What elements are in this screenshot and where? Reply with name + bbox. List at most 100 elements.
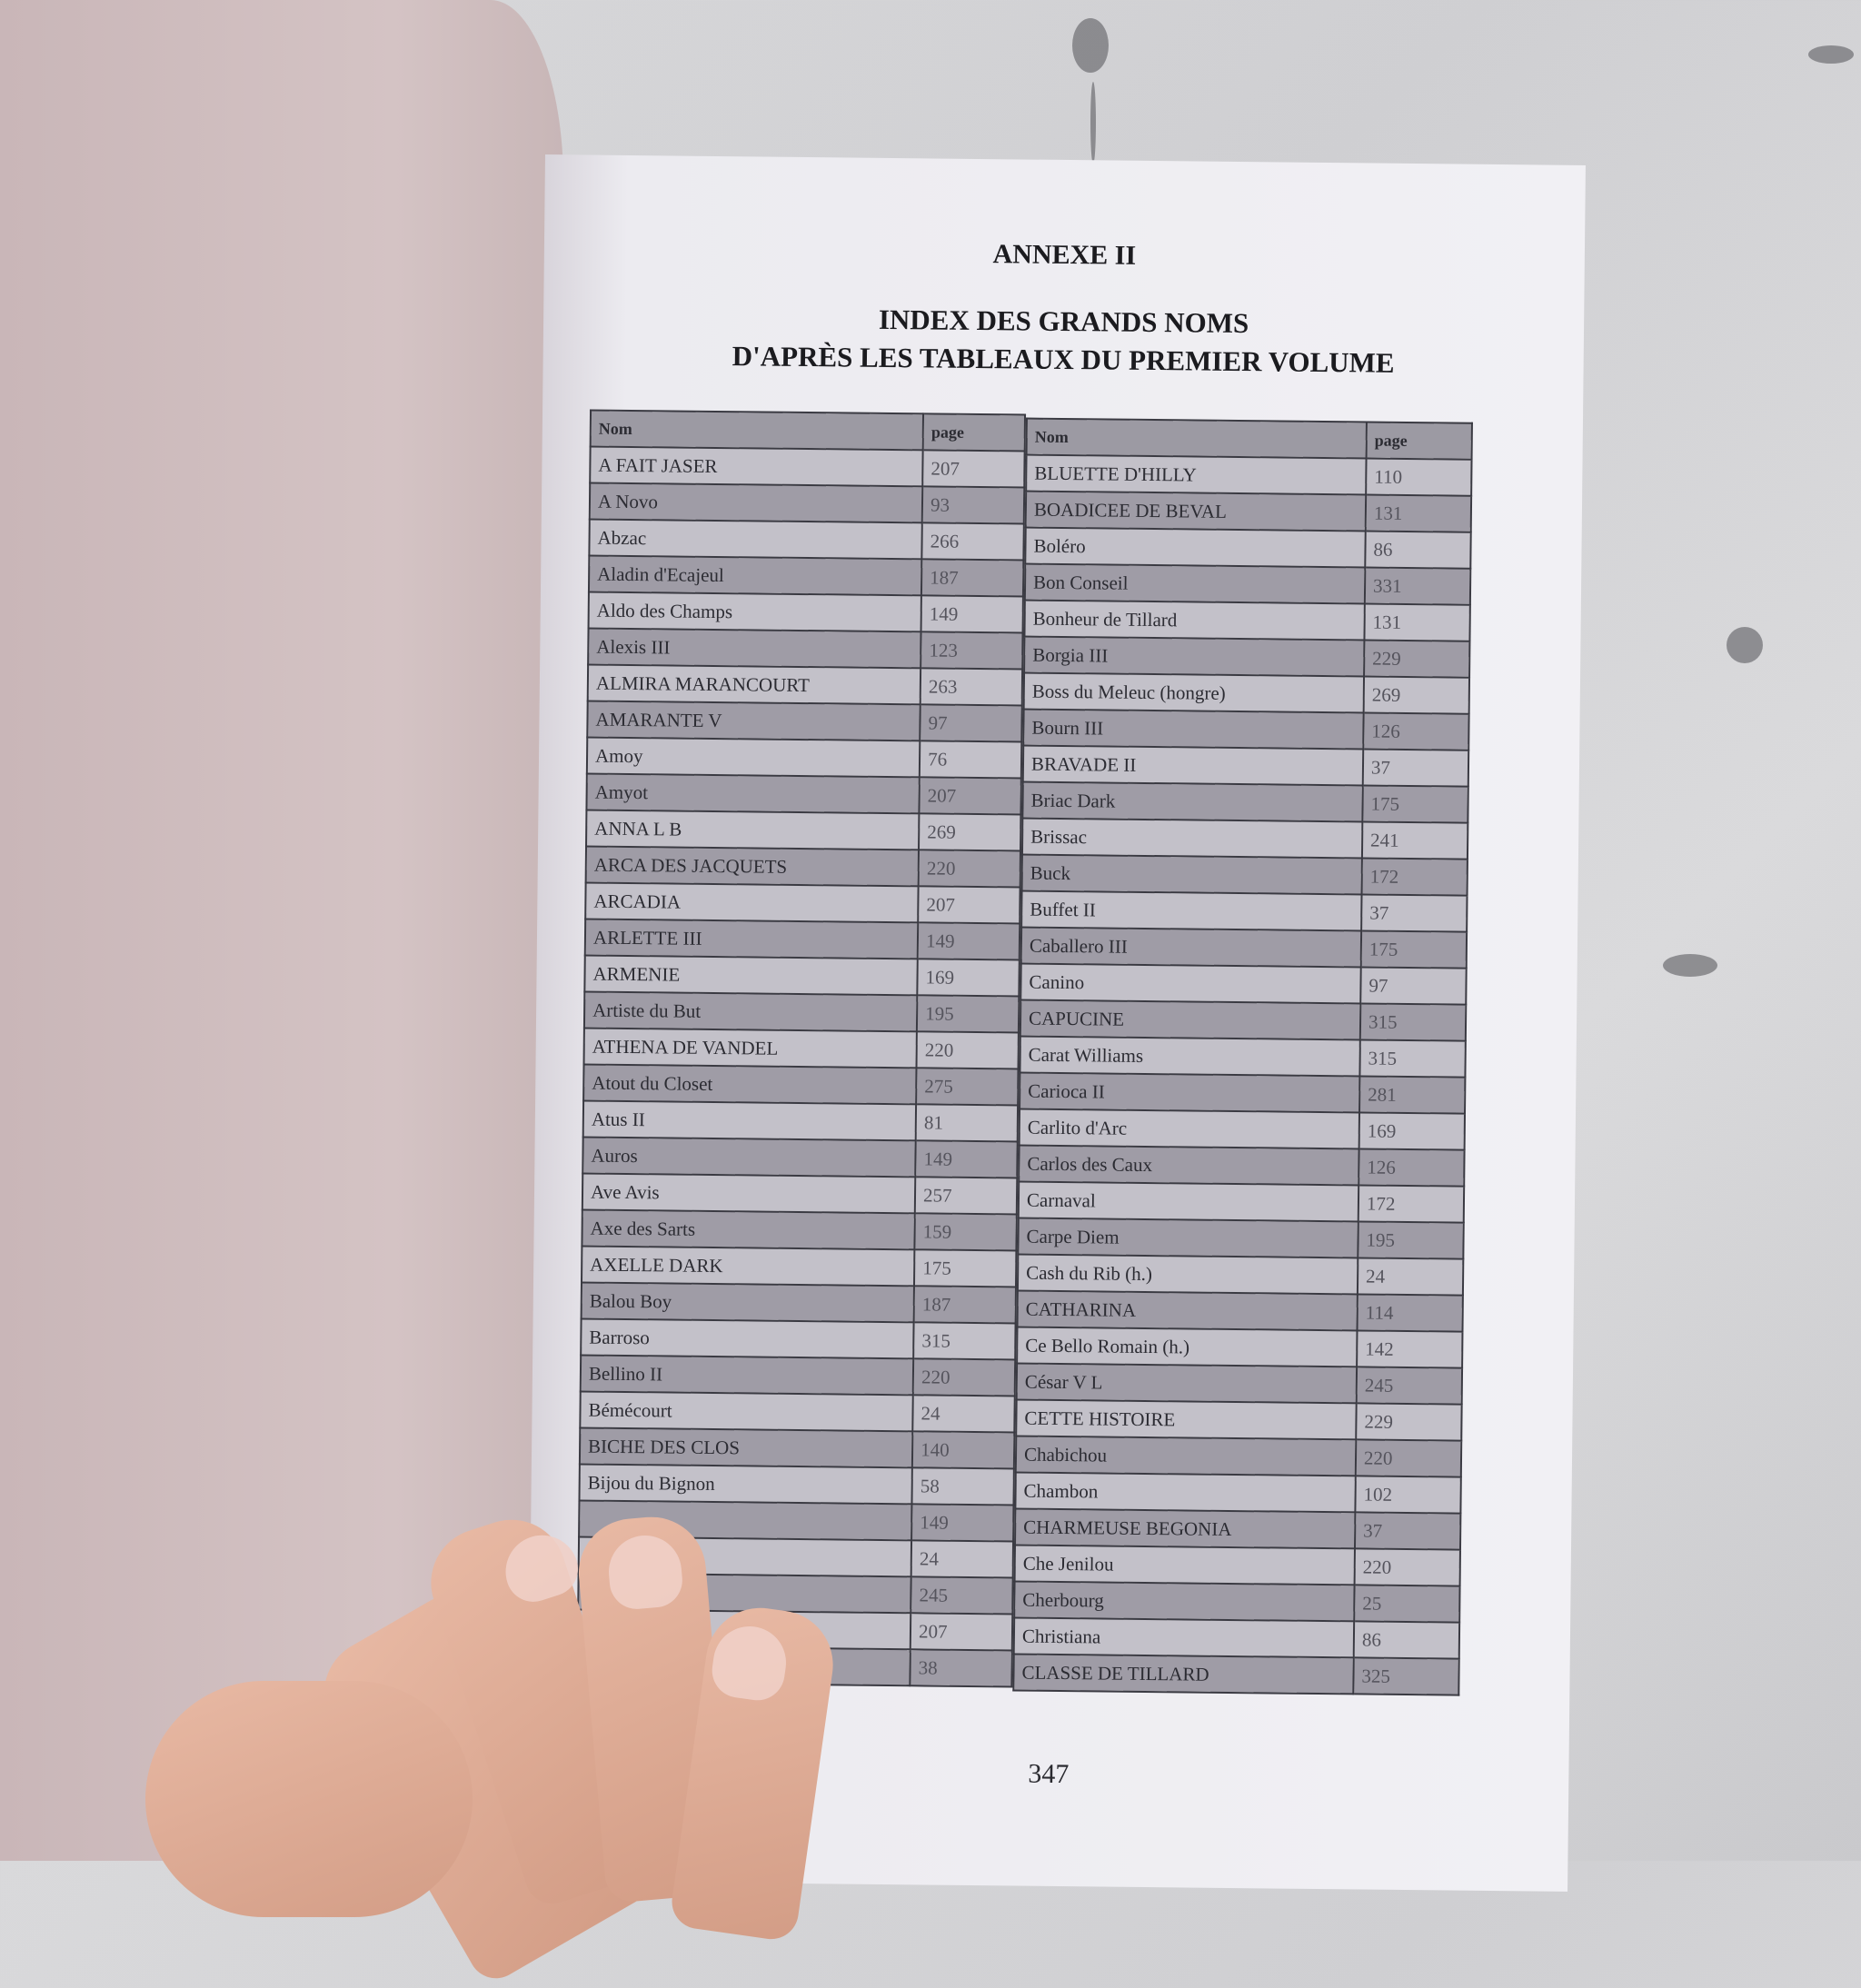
index-title-line-1: INDEX DES GRANDS NOMS: [878, 303, 1249, 340]
horse-name-cell: CETTE HISTOIRE: [1016, 1399, 1357, 1440]
page-ref-cell: 315: [1359, 1039, 1466, 1078]
horse-name-cell: ANNA L B: [586, 810, 920, 850]
horse-name-cell: Cash du Rib (h.): [1017, 1254, 1358, 1295]
page-ref-cell: 229: [1356, 1403, 1462, 1441]
horse-name-cell: Auros: [582, 1137, 916, 1178]
table-row: BRAVADE II 37: [1022, 745, 1469, 787]
index-title-line-2: D'APRÈS LES TABLEAUX DU PREMIER VOLUME: [731, 340, 1395, 379]
page-ref-cell: 220: [1354, 1548, 1460, 1586]
column-header-page: page: [922, 413, 1026, 452]
table-row: A Novo 93: [589, 482, 1025, 524]
horse-name-cell: Buck: [1021, 854, 1362, 895]
marble-vein: [1663, 954, 1717, 977]
page-ref-cell: 269: [1363, 676, 1470, 714]
column-header-name: Nom: [1026, 418, 1367, 459]
table-row: Bellino II 220: [580, 1355, 1016, 1397]
horse-name-cell: ARCA DES JACQUETS: [585, 846, 920, 887]
page-ref-cell: 93: [921, 486, 1025, 524]
horse-name-cell: AMARANTE V: [587, 701, 921, 741]
page-ref-cell: 207: [918, 886, 1020, 924]
horse-name-cell: CLASSE DE TILLARD: [1013, 1654, 1354, 1695]
page-ref-cell: 207: [922, 450, 1025, 488]
horse-name-cell: ATHENA DE VANDEL: [583, 1028, 918, 1069]
page-ref-cell: 114: [1357, 1294, 1463, 1332]
table-row: Christiana 86: [1013, 1617, 1460, 1659]
horse-name-cell: Carnaval: [1018, 1181, 1359, 1222]
horse-name-cell: Carat Williams: [1020, 1036, 1360, 1077]
horse-name-cell: Brissac: [1021, 818, 1363, 859]
horse-name-cell: Alexis III: [588, 628, 921, 669]
table-row: ATHENA DE VANDEL 220: [583, 1028, 1019, 1069]
page-ref-cell: 123: [921, 631, 1023, 670]
table-row: Carpe Diem 195: [1018, 1218, 1464, 1259]
page-ref-cell: 241: [1361, 821, 1468, 860]
table-row: Bijou du Bignon 58: [579, 1464, 1014, 1506]
page-ref-cell: 149: [915, 1140, 1018, 1178]
page-ref-cell: 187: [921, 559, 1024, 597]
page-ref-cell: 86: [1365, 531, 1471, 569]
horse-name-cell: Aladin d'Ecajeul: [588, 555, 922, 596]
table-row: Boss du Meleuc (hongre) 269: [1023, 672, 1470, 714]
page-ref-cell: 266: [921, 522, 1024, 561]
horse-name-cell: CHARMEUSE BEGONIA: [1015, 1508, 1356, 1549]
horse-name-cell: Carlos des Caux: [1019, 1145, 1359, 1186]
page-ref-cell: 37: [1361, 894, 1468, 932]
page-ref-cell: 195: [1358, 1221, 1464, 1259]
horse-name-cell: Ce Bello Romain (h.): [1017, 1327, 1358, 1367]
table-row: Cherbourg 25: [1014, 1581, 1460, 1623]
page-ref-cell: 76: [919, 741, 1022, 779]
page-ref-cell: 325: [1353, 1657, 1459, 1695]
marble-vein: [1072, 18, 1109, 73]
table-row: Carioca II 281: [1020, 1072, 1466, 1114]
column-header-page: page: [1366, 422, 1472, 460]
page-ref-cell: 149: [911, 1504, 1014, 1542]
horse-name-cell: Atout du Closet: [583, 1064, 917, 1105]
page-ref-cell: 110: [1366, 458, 1472, 496]
horse-name-cell: Che Jenilou: [1014, 1545, 1355, 1585]
table-row: ARMENIE 169: [584, 955, 1020, 997]
horse-name-cell: A Novo: [589, 482, 923, 523]
marble-vein: [1808, 45, 1854, 64]
table-row: Che Jenilou 220: [1014, 1545, 1460, 1586]
horse-name-cell: Amyot: [586, 773, 920, 814]
table-row: Aldo des Champs 149: [588, 591, 1023, 633]
table-row: Bonheur de Tillard 131: [1024, 600, 1470, 641]
table-row: Artiste du But 195: [583, 991, 1020, 1033]
page-ref-cell: 275: [916, 1068, 1019, 1106]
page-ref-cell: 126: [1363, 712, 1469, 750]
table-row: CAPUCINE 315: [1020, 999, 1467, 1041]
table-row: Aladin d'Ecajeul 187: [588, 555, 1024, 597]
page-ref-cell: 172: [1361, 858, 1468, 896]
page-ref-cell: 140: [911, 1431, 1015, 1469]
table-row: ARLETTE III 149: [584, 919, 1020, 960]
horse-name-cell: Briac Dark: [1022, 781, 1363, 822]
horse-name-cell: Amoy: [586, 737, 921, 778]
horse-name-cell: Canino: [1020, 963, 1361, 1004]
table-row: César V L 245: [1016, 1363, 1463, 1405]
table-row: Carlos des Caux 126: [1019, 1145, 1465, 1187]
table-row: Chambon 102: [1015, 1472, 1461, 1514]
page-ref-cell: 220: [912, 1358, 1016, 1397]
horse-name-cell: Balou Boy: [581, 1282, 915, 1323]
page-ref-cell: 263: [920, 668, 1023, 706]
page-ref-cell: 281: [1358, 1076, 1466, 1114]
table-row: Amoy 76: [586, 737, 1022, 779]
table-row: Axe des Sarts 159: [582, 1209, 1017, 1251]
table-row: Cash du Rib (h.) 24: [1017, 1254, 1464, 1296]
table-row: Carat Williams 315: [1020, 1036, 1466, 1078]
page-ref-cell: 257: [914, 1177, 1018, 1215]
table-row: BLUETTE D'HILLY 110: [1026, 454, 1472, 496]
horse-name-cell: César V L: [1016, 1363, 1358, 1404]
table-row: Bémécourt 24: [580, 1391, 1015, 1433]
table-row: Bourn III 126: [1023, 709, 1469, 750]
horse-name-cell: Buffet II: [1021, 890, 1362, 931]
page-ref-cell: 187: [913, 1286, 1016, 1324]
page-ref-cell: 220: [1355, 1439, 1462, 1477]
page-ref-cell: 86: [1353, 1621, 1460, 1659]
horse-name-cell: Bellino II: [580, 1355, 914, 1396]
page-ref-cell: 149: [921, 595, 1023, 633]
table-row: ARCA DES JACQUETS 220: [585, 846, 1021, 888]
horse-name-cell: Bémécourt: [580, 1391, 913, 1432]
page-ref-cell: 175: [914, 1249, 1017, 1287]
horse-name-cell: ALMIRA MARANCOURT: [587, 664, 921, 705]
